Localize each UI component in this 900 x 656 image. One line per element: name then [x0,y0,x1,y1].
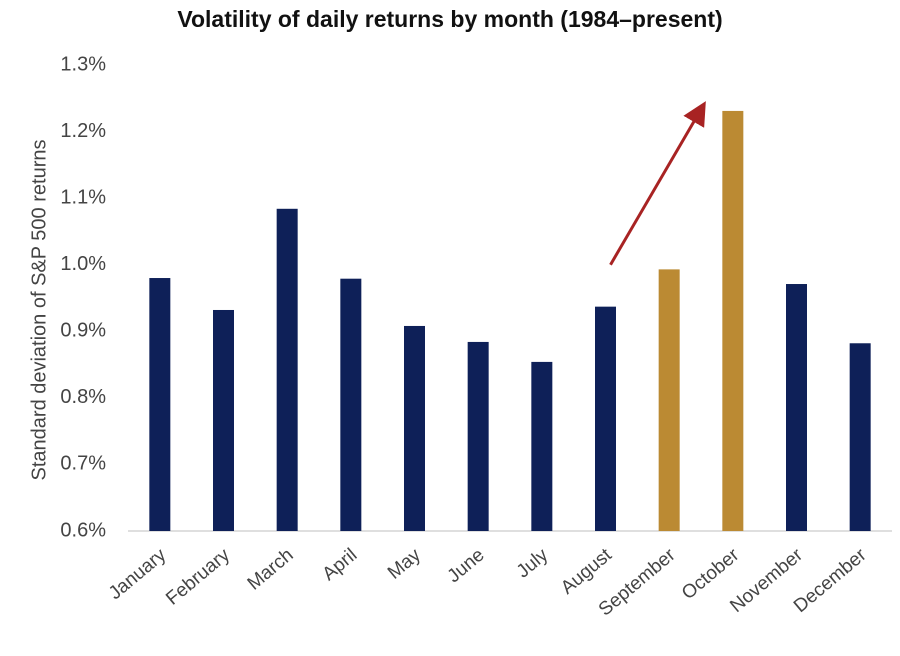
y-tick-label: 1.3% [60,53,106,75]
chart-title: Volatility of daily returns by month (19… [177,6,723,32]
y-tick-label: 1.2% [60,120,106,142]
x-tick-label: July [513,544,553,582]
y-tick-label: 0.9% [60,320,106,342]
x-tick-label: March [244,545,298,595]
bar-june [467,341,489,531]
x-tick-label: August [557,544,616,599]
bar-december [849,343,871,531]
bar-may [404,325,425,531]
bar-august [595,306,616,531]
bar-november [786,284,807,531]
trend-arrow [609,101,706,266]
x-tick-label: May [384,544,425,583]
y-tick-label: 0.6% [60,519,106,541]
bar-february [213,309,234,531]
bar-march [276,208,298,531]
bar-october [722,110,744,531]
y-tick-label: 0.7% [60,453,106,475]
y-tick-label: 0.8% [60,386,106,408]
bar-january [149,278,171,531]
x-tick-label: February [162,544,234,609]
bar-september [658,269,680,531]
x-tick-label: April [319,545,362,586]
x-tick-label: January [105,544,171,604]
y-axis-label: Standard deviation of S&P 500 returns [28,140,50,481]
y-tick-label: 1.1% [60,186,106,208]
y-tick-label: 1.0% [60,253,106,275]
bar-july [531,361,553,531]
x-tick-label: June [444,545,489,588]
bar-april [340,278,362,531]
